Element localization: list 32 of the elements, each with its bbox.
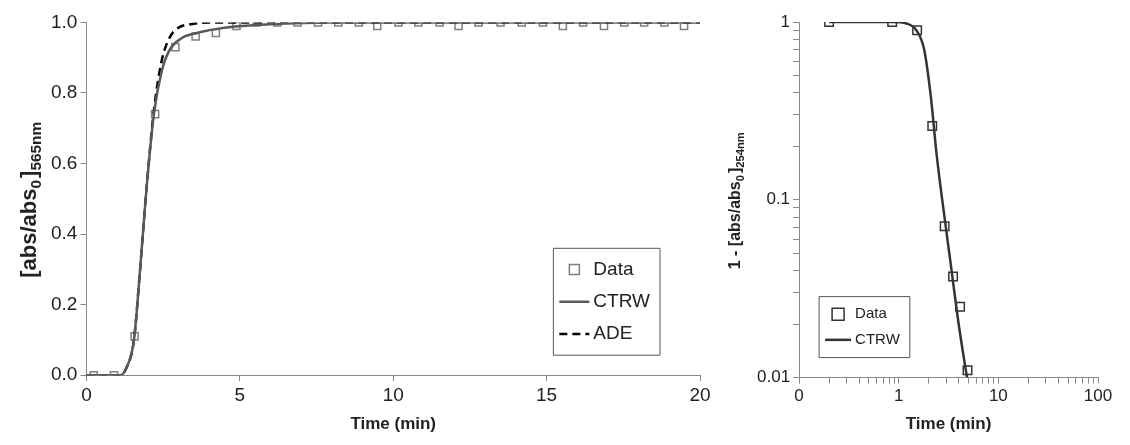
y-tick-label: 0.0 — [50, 363, 78, 385]
legend-label: CTRW — [593, 289, 651, 311]
y-tick-label: 0.6 — [50, 151, 78, 173]
x-tick-label: 15 — [536, 383, 558, 405]
x-axis-title: Time (min) — [350, 413, 437, 433]
x-tick-label: 0 — [794, 386, 804, 406]
point — [150, 109, 160, 119]
y-axis-title: 1 - [abs/abs0]254nm — [726, 132, 746, 270]
x-tick-label: 100 — [1083, 386, 1113, 406]
x-tick-label: 10 — [988, 386, 1008, 406]
point — [211, 28, 221, 38]
x-tick-label: 10 — [382, 383, 404, 405]
y-axis-title: [abs/abs0]565nm — [16, 121, 44, 278]
legend-label: Data — [593, 257, 634, 279]
legend-label: CTRW — [855, 329, 901, 347]
y-tick-label: 0.01 — [756, 367, 791, 387]
y-tick-label: 1.0 — [50, 10, 78, 32]
legend-label: ADE — [593, 322, 633, 344]
x-axis-title: Time (min) — [905, 413, 992, 433]
y-tick-label: 0.1 — [766, 189, 791, 209]
y-tick-label: 0.2 — [50, 292, 78, 314]
y-tick-label: 0.8 — [50, 81, 78, 103]
point — [191, 32, 200, 41]
x-tick-label: 5 — [234, 383, 246, 405]
x-tick-label: 20 — [689, 383, 711, 405]
y-tick-label: 0.4 — [50, 222, 78, 244]
point — [171, 42, 180, 52]
x-tick-label: 1 — [893, 386, 904, 406]
point — [130, 332, 139, 341]
legend-label: Data — [855, 304, 888, 322]
y-tick-label: 1 — [780, 11, 791, 31]
x-tick-label: 0 — [81, 383, 92, 405]
